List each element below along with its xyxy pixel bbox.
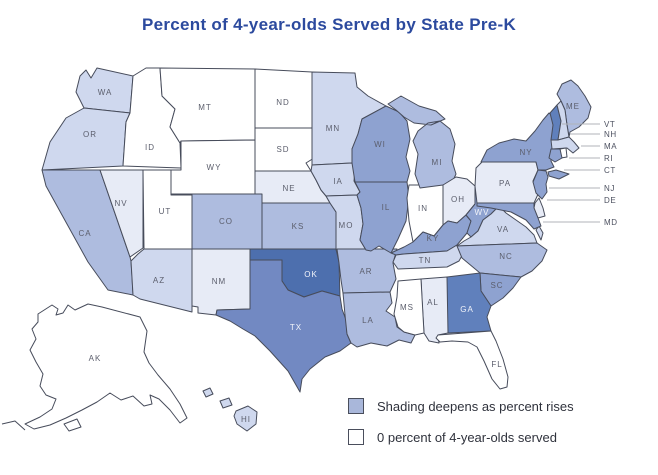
- state-label-CA: CA: [78, 229, 91, 238]
- state-AL: [420, 276, 449, 344]
- state-label-AR: AR: [359, 267, 372, 276]
- state-NV: [99, 169, 144, 258]
- state-label-ND: ND: [276, 98, 290, 107]
- legend-label-zero: 0 percent of 4-year-olds served: [377, 429, 557, 445]
- state-FL: [435, 330, 509, 390]
- state-label-SD: SD: [276, 145, 289, 154]
- state-MD: [476, 202, 542, 230]
- state-AK: [24, 303, 188, 432]
- external-state-label-MD: MD: [604, 218, 618, 227]
- state-label-TN: TN: [419, 256, 432, 265]
- state-label-MN: MN: [326, 124, 340, 133]
- state-label-IN: IN: [418, 204, 428, 213]
- state-label-WV: WV: [475, 208, 490, 217]
- state-NC: [456, 242, 548, 278]
- state-label-NC: NC: [499, 252, 513, 261]
- legend-item-zero: 0 percent of 4-year-olds served: [348, 428, 574, 446]
- state-IL: [354, 181, 410, 254]
- state-label-IL: IL: [382, 203, 391, 212]
- external-state-label-NJ: NJ: [604, 184, 615, 193]
- state-label-UT: UT: [159, 207, 172, 216]
- state-label-GA: GA: [460, 305, 474, 314]
- state-label-PA: PA: [499, 179, 511, 188]
- state-label-HI: HI: [241, 415, 251, 424]
- state-label-ID: ID: [145, 143, 155, 152]
- legend-item-shaded: Shading deepens as percent rises: [348, 397, 574, 415]
- legend-swatch-shaded: [348, 398, 364, 414]
- page-title: Percent of 4-year-olds Served by State P…: [141, 15, 517, 34]
- state-label-KS: KS: [292, 222, 305, 231]
- state-label-ME: ME: [566, 102, 580, 111]
- alaska-aleutian-chain: [1, 420, 26, 431]
- legend-label-shaded: Shading deepens as percent rises: [377, 398, 574, 414]
- external-state-label-DE: DE: [604, 196, 616, 205]
- state-label-MI: MI: [432, 158, 443, 167]
- state-label-WA: WA: [98, 88, 113, 97]
- state-label-NE: NE: [282, 184, 295, 193]
- state-NJ: [532, 169, 549, 200]
- state-OR: [41, 107, 131, 171]
- state-label-SC: SC: [490, 281, 503, 290]
- state-LA: [342, 291, 416, 348]
- state-label-MS: MS: [400, 303, 414, 312]
- state-label-NV: NV: [114, 199, 127, 208]
- state-label-AZ: AZ: [153, 276, 165, 285]
- state-label-VA: VA: [497, 225, 509, 234]
- state-label-NY: NY: [519, 148, 532, 157]
- state-label-OH: OH: [451, 195, 465, 204]
- external-state-label-MA: MA: [604, 142, 617, 151]
- state-label-KY: KY: [427, 234, 440, 243]
- external-state-label-CT: CT: [604, 166, 616, 175]
- state-label-WI: WI: [374, 140, 386, 149]
- state-label-NM: NM: [212, 277, 226, 286]
- state-label-AK: AK: [89, 354, 102, 363]
- state-label-WY: WY: [207, 163, 222, 172]
- state-label-FL: FL: [491, 360, 502, 369]
- state-MS: [393, 278, 425, 336]
- state-label-CO: CO: [219, 217, 233, 226]
- state-label-MO: MO: [339, 221, 354, 230]
- state-label-LA: LA: [362, 316, 374, 325]
- state-label-OR: OR: [83, 130, 97, 139]
- state-HI: [202, 387, 258, 432]
- external-state-label-RI: RI: [604, 154, 613, 163]
- state-label-TX: TX: [290, 323, 302, 332]
- legend-swatch-zero: [348, 429, 364, 445]
- legend: Shading deepens as percent rises 0 perce…: [348, 397, 574, 459]
- state-CT: [548, 148, 563, 163]
- external-state-label-NH: NH: [604, 130, 617, 139]
- state-TX: [215, 259, 352, 393]
- state-label-OK: OK: [304, 270, 318, 279]
- external-state-label-VT: VT: [604, 120, 615, 129]
- state-label-AL: AL: [427, 298, 439, 307]
- state-label-IA: IA: [333, 177, 343, 186]
- state-NH: [556, 100, 570, 141]
- state-label-MT: MT: [198, 103, 212, 112]
